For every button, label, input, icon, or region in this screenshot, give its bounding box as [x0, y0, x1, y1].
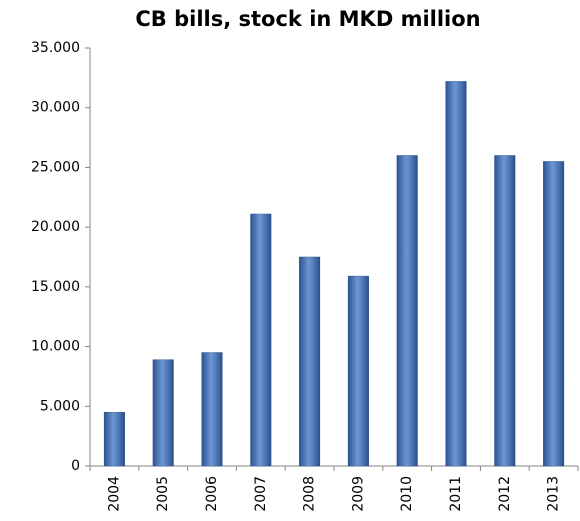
y-tick-label: 20.000	[31, 219, 80, 235]
y-tick-label: 35.000	[31, 40, 80, 56]
bar	[445, 81, 467, 467]
x-tick-label: 2013	[546, 476, 562, 512]
x-tick-label: 2005	[155, 476, 171, 512]
y-tick-label: 5.000	[40, 398, 80, 414]
y-tick-label: 30.000	[31, 100, 80, 116]
bar	[250, 213, 272, 467]
x-tick-label: 2011	[448, 476, 464, 512]
y-tick-label: 25.000	[31, 159, 80, 175]
x-tick-label: 2010	[399, 476, 415, 512]
chart-title: CB bills, stock in MKD million	[135, 7, 480, 31]
bar	[152, 359, 174, 467]
bar	[494, 155, 516, 467]
bar	[201, 352, 223, 467]
y-tick-label: 0	[71, 458, 80, 474]
y-tick-label: 10.000	[31, 339, 80, 355]
x-tick-label: 2008	[302, 476, 318, 512]
bar	[103, 412, 125, 467]
bar	[543, 161, 565, 467]
x-tick-label: 2012	[497, 476, 513, 512]
bar	[347, 275, 369, 467]
y-tick-label: 15.000	[31, 279, 80, 295]
x-tick-label: 2007	[253, 476, 269, 512]
x-tick-label: 2009	[350, 476, 366, 512]
x-tick-label: 2004	[106, 476, 122, 512]
bar	[299, 256, 321, 467]
x-tick-label: 2006	[204, 476, 220, 512]
bar	[396, 155, 418, 467]
